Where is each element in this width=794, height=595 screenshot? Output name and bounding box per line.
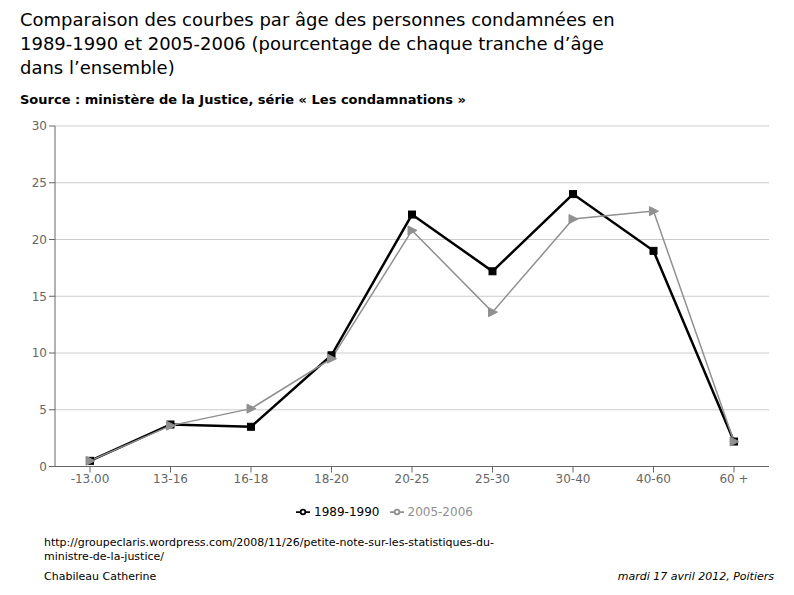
svg-text:13-16: 13-16: [153, 472, 188, 486]
html-text:dans l’ensemble): dans l’ensemble): [20, 57, 175, 78]
html-text:Comparaison des courbes par âg: Comparaison des courbes par âge des pers…: [20, 9, 615, 30]
svg-text:18-20: 18-20: [314, 472, 349, 486]
svg-text:60 +: 60 +: [719, 472, 748, 486]
svg-text:25: 25: [32, 176, 47, 190]
html-text:1989-1990 et 2005-2006 (pource: 1989-1990 et 2005-2006 (pourcentage de c…: [20, 33, 604, 54]
svg-text:40-60: 40-60: [636, 472, 671, 486]
html-text:1989-1990: 1989-1990: [314, 504, 380, 519]
svg-text:-13.00: -13.00: [71, 472, 110, 486]
html-text:Source : ministère de la Justi: Source : ministère de la Justice, série …: [20, 92, 466, 107]
svg-text:10: 10: [32, 346, 47, 360]
html-text:Chabileau Catherine: Chabileau Catherine: [44, 570, 157, 583]
svg-text:5: 5: [39, 403, 47, 417]
svg-text:30-40: 30-40: [556, 472, 591, 486]
svg-text:0: 0: [39, 460, 47, 474]
svg-text:30: 30: [32, 119, 47, 133]
html-text:mardi 17 avril 2012, Poitiers: mardi 17 avril 2012, Poitiers: [617, 570, 774, 583]
html-text:ministre-de-la-justice/: ministre-de-la-justice/: [44, 550, 164, 563]
svg-text:15: 15: [32, 290, 47, 304]
svg-text:20-25: 20-25: [395, 472, 430, 486]
svg-text:25-30: 25-30: [475, 472, 510, 486]
svg-text:20: 20: [32, 233, 47, 247]
svg-text:16-18: 16-18: [234, 472, 269, 486]
html-text:http://groupeclaris.wordpress.: http://groupeclaris.wordpress.com/2008/1…: [44, 536, 494, 549]
html-text:2005-2006: 2005-2006: [407, 504, 473, 519]
